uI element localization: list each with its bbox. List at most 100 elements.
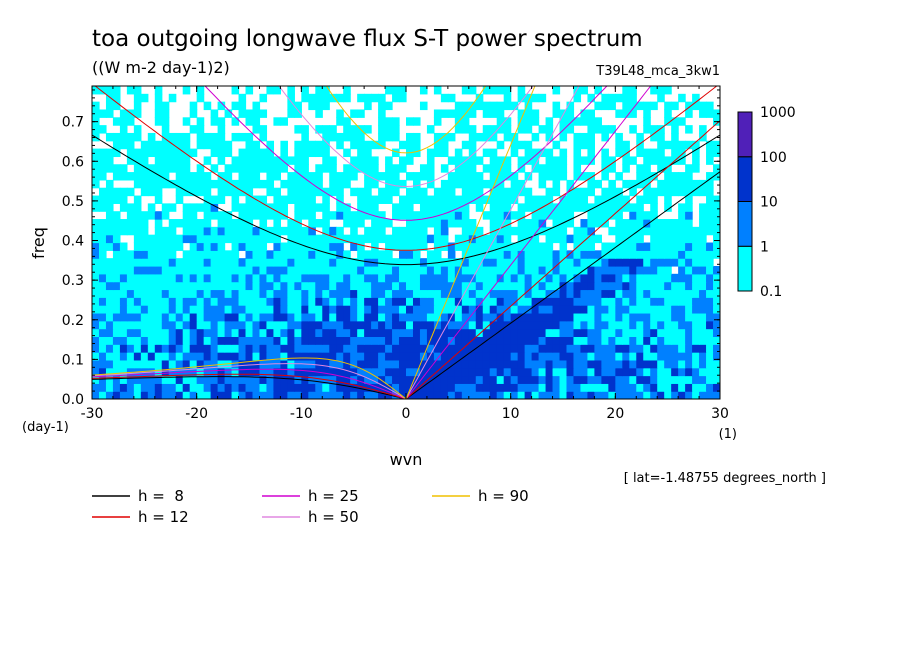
heat-cell bbox=[252, 203, 261, 212]
heat-cell bbox=[154, 273, 163, 283]
heat-cell bbox=[133, 344, 142, 353]
heat-cell bbox=[245, 367, 254, 377]
heat-cell bbox=[573, 391, 582, 399]
heat-cell bbox=[154, 289, 163, 298]
heat-cell bbox=[259, 93, 268, 103]
heat-cell bbox=[608, 383, 616, 392]
heat-cell bbox=[392, 367, 400, 377]
heat-cell bbox=[489, 352, 498, 361]
heat-cell bbox=[182, 391, 191, 399]
inertia-gravity-curve bbox=[278, 86, 534, 188]
heat-cell bbox=[217, 281, 226, 291]
heat-cell bbox=[573, 359, 582, 369]
heat-cell bbox=[503, 352, 512, 361]
heat-cell bbox=[650, 187, 658, 197]
heat-cell bbox=[301, 172, 309, 181]
heat-cell bbox=[664, 297, 672, 306]
heat-cell bbox=[329, 156, 337, 165]
heat-cell bbox=[224, 312, 233, 322]
heat-cell bbox=[678, 312, 686, 322]
heat-cell bbox=[517, 375, 526, 384]
heat-cell bbox=[196, 297, 205, 306]
heat-cell bbox=[594, 359, 602, 369]
heat-cell bbox=[98, 375, 107, 384]
heat-cell bbox=[399, 352, 407, 361]
heat-cell bbox=[245, 140, 254, 150]
heat-cell bbox=[140, 297, 149, 306]
heat-cell bbox=[371, 273, 379, 283]
heat-cell bbox=[133, 258, 142, 267]
heat-cell bbox=[336, 320, 344, 330]
heat-cell bbox=[245, 195, 254, 204]
heat-cell bbox=[147, 140, 156, 150]
heat-cell bbox=[419, 101, 428, 111]
heat-cell bbox=[329, 352, 337, 361]
heat-cell bbox=[259, 203, 268, 212]
heat-cell bbox=[461, 328, 470, 337]
heat-cell bbox=[552, 289, 561, 298]
heat-cell bbox=[643, 172, 651, 181]
heat-cell bbox=[433, 305, 442, 314]
heat-cell bbox=[636, 265, 644, 275]
heat-cell bbox=[406, 359, 414, 369]
heat-cell bbox=[552, 164, 561, 173]
heat-cell bbox=[371, 383, 379, 392]
heat-cell bbox=[489, 234, 498, 244]
heat-cell bbox=[496, 234, 505, 244]
heat-cell bbox=[440, 344, 449, 353]
heat-cell bbox=[531, 164, 540, 173]
heat-cell bbox=[545, 258, 554, 267]
heat-cell bbox=[322, 125, 330, 134]
heat-cell bbox=[685, 328, 693, 337]
heat-cell bbox=[622, 391, 630, 399]
heat-cell bbox=[433, 140, 442, 150]
heat-cell bbox=[678, 250, 686, 259]
heat-cell bbox=[392, 203, 400, 212]
heat-cell bbox=[210, 289, 219, 298]
heat-cell bbox=[406, 211, 414, 220]
heat-cell bbox=[496, 344, 505, 353]
heat-cell bbox=[440, 281, 449, 291]
heat-cell bbox=[92, 234, 100, 244]
heat-cell bbox=[406, 336, 414, 345]
heat-cell bbox=[629, 109, 637, 118]
heat-cell bbox=[657, 289, 665, 298]
heat-cell bbox=[573, 289, 582, 298]
heat-cell bbox=[238, 179, 247, 189]
heat-cell bbox=[454, 312, 463, 322]
heat-cell bbox=[622, 305, 630, 314]
heat-cell bbox=[231, 320, 240, 330]
heat-cell bbox=[538, 336, 547, 345]
heat-cell bbox=[119, 375, 128, 384]
heat-cell bbox=[259, 289, 268, 298]
heat-cell bbox=[392, 320, 400, 330]
heat-cell bbox=[357, 383, 365, 392]
heat-cell bbox=[580, 312, 589, 322]
heat-cell bbox=[559, 336, 568, 345]
heat-cell bbox=[210, 203, 219, 212]
heat-cell bbox=[329, 265, 337, 275]
heat-cell bbox=[364, 93, 372, 103]
heat-cell bbox=[503, 391, 512, 399]
heat-cell bbox=[133, 203, 142, 212]
heat-cell bbox=[489, 250, 498, 259]
heat-cell bbox=[378, 281, 386, 291]
heat-cell bbox=[489, 344, 498, 353]
heat-cell bbox=[601, 203, 609, 212]
heat-cell bbox=[385, 187, 393, 197]
heat-cell bbox=[329, 258, 337, 267]
heat-cell bbox=[357, 305, 365, 314]
heat-cell bbox=[399, 179, 407, 189]
heat-cell bbox=[510, 148, 519, 158]
heat-cell bbox=[510, 179, 519, 189]
heat-cell bbox=[126, 344, 135, 353]
heat-cell bbox=[392, 265, 400, 275]
heat-cell bbox=[650, 172, 658, 181]
heat-cell bbox=[273, 156, 281, 165]
heat-cell bbox=[168, 359, 177, 369]
heat-cell bbox=[266, 258, 275, 267]
heat-cell bbox=[224, 250, 233, 259]
heat-cell bbox=[98, 109, 107, 118]
heat-cell bbox=[489, 367, 498, 377]
heat-cell bbox=[517, 226, 526, 236]
